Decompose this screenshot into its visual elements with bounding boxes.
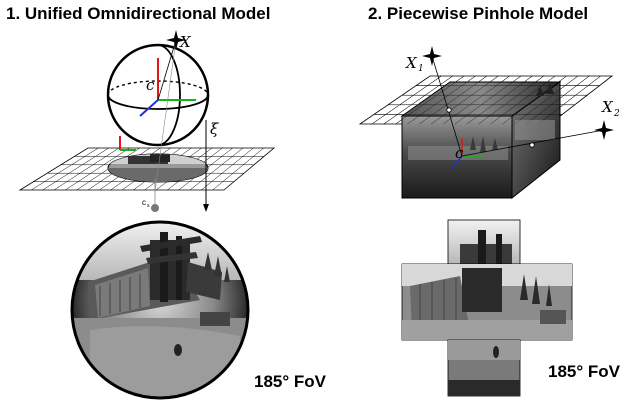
grid-over-cube-line [371,75,442,125]
right-fov-label: 185° FoV [548,362,620,381]
grid-over-cube-line [419,75,488,125]
grid-over-cube-line [383,75,453,125]
left-panel-title: 1. Unified Omnidirectional Model [6,4,271,23]
grid-over-cube-line [454,75,522,125]
projection-rays-right [431,55,605,157]
grid-left-line [201,147,254,191]
grid-over-cube-line [442,75,510,125]
sphere-center-axes [139,58,196,117]
point-x1-subscript: 1 [418,64,424,74]
grid-over-cube-line [502,75,567,125]
grid-over-cube-line [478,75,544,125]
grid-over-cube-line [407,75,476,125]
grid-left-line [65,147,130,191]
point-x2-label: X [601,98,614,116]
sphere-center-label: c [146,76,155,94]
grid-left-line [53,147,120,191]
grid-over-cube-line [395,75,465,125]
grid-left-line [212,147,264,191]
cube-center-label: c [455,144,464,162]
center-s-label: c [142,198,146,207]
plane-axes [119,136,136,151]
point-x2-subscript: 2 [613,109,620,119]
grid-left-line [189,147,244,191]
grid-over-cube-line [490,75,556,125]
grid-left-line [31,147,99,191]
center-s-point [151,178,159,212]
grid-left-line [42,147,109,191]
grid-over-cube-line [526,75,590,125]
cube-projection [371,75,601,200]
fisheye-image [70,220,250,400]
point-x1-label: X [405,54,418,72]
point-x1-star [422,46,442,66]
right-panel-title: 2. Piecewise Pinhole Model [368,4,589,23]
projection-ray-left [154,39,177,193]
xi-label: ξ [210,120,219,138]
projected-fisheye-ellipse [107,153,209,183]
point-x-label: X [179,33,192,51]
point-x-star [166,30,186,50]
left-fov-label: 185° FoV [254,372,326,391]
point-x2-star [594,120,614,140]
grid-over-cube-line [431,75,499,125]
grid-over-cube-line [537,75,601,125]
cube-center-axes [451,138,484,169]
center-s-subscript: s [147,203,150,209]
grid-over-cube-line [466,75,533,125]
unfolded-cubemap-image [401,219,573,397]
xi-arrow [203,120,209,212]
grid-over-cube-line [514,75,579,125]
